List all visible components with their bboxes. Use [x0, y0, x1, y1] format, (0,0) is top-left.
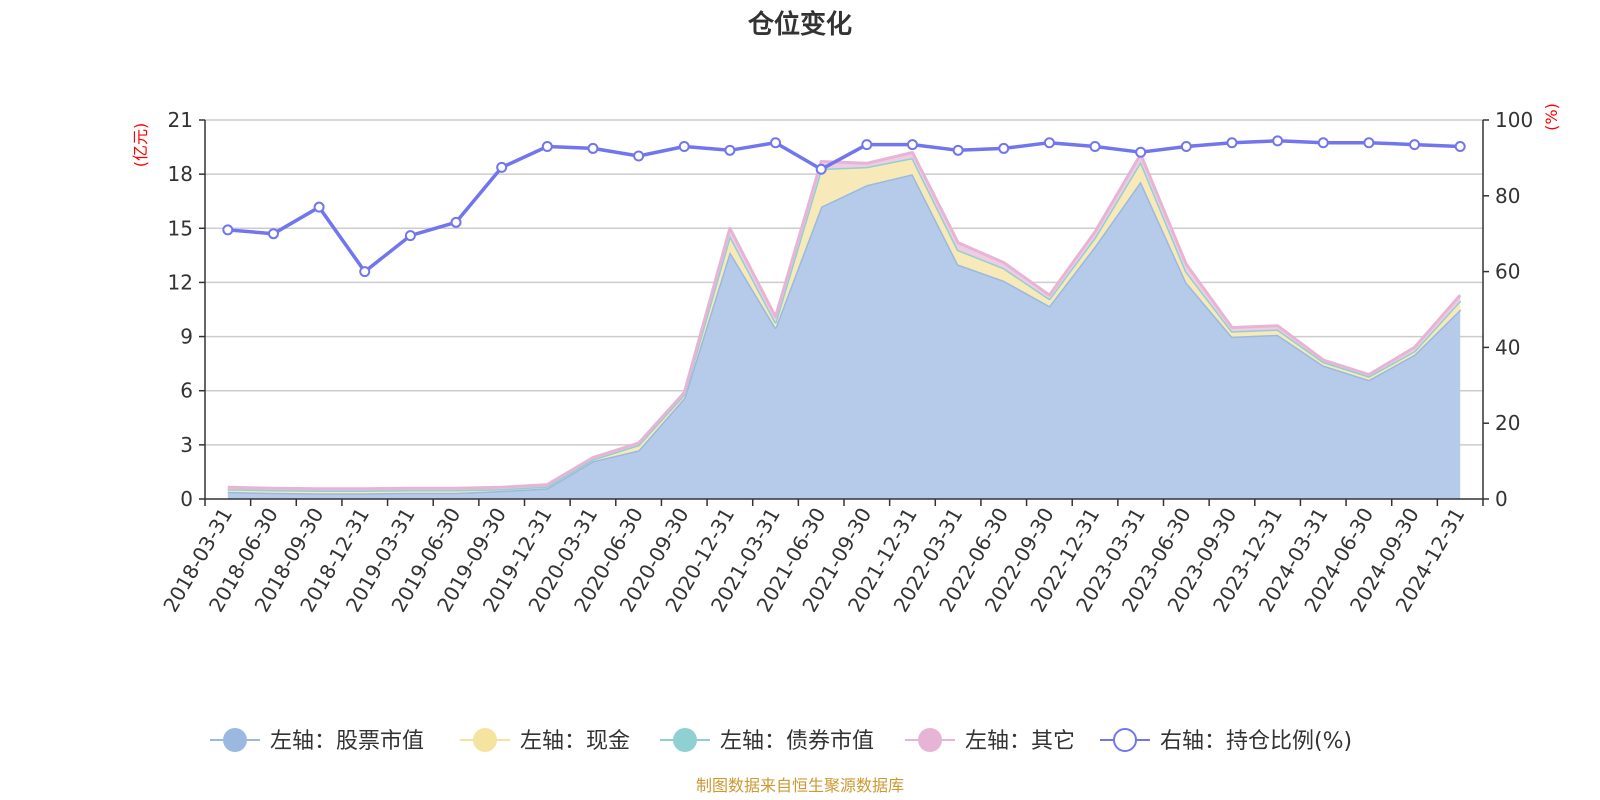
ratio-point [541, 141, 553, 153]
ratio-point [313, 201, 325, 213]
left-axis-tick-label: 18 [168, 162, 193, 186]
ratio-point [450, 216, 462, 228]
left-axis-tick-label: 21 [168, 108, 193, 132]
ratio-point [633, 150, 645, 162]
legend-label: 左轴：其它 [965, 729, 1075, 754]
left-axis-tick-label: 15 [168, 216, 193, 240]
ratio-point [1272, 135, 1284, 147]
ratio-point [952, 144, 964, 156]
legend-marker [473, 728, 497, 752]
ratio-line [227, 139, 1461, 274]
position-ratio-series [222, 135, 1466, 278]
ratio-point [815, 163, 827, 175]
ratio-point [770, 137, 782, 149]
ratio-point [267, 228, 279, 240]
legend: 左轴：股票市值 左轴：现金 左轴：债券市值 左轴：其它 右轴：持仓比例(%) [210, 728, 1352, 754]
ratio-point [1226, 137, 1238, 149]
ratio-point [1089, 141, 1101, 153]
legend-label: 左轴：现金 [520, 729, 630, 754]
right-axis-tick-label: 100 [1495, 108, 1533, 132]
ratio-point [404, 230, 416, 242]
left-axis-tick-label: 9 [180, 325, 193, 349]
ratio-point [359, 266, 371, 278]
legend-label: 右轴：持仓比例(%) [1160, 729, 1352, 754]
ratio-point [1135, 146, 1147, 158]
ratio-point [1409, 139, 1421, 151]
legend-label: 左轴：债券市值 [720, 729, 874, 754]
ratio-point [861, 139, 873, 151]
right-axis-tick-label: 40 [1495, 335, 1520, 359]
source-note: 制图数据来自恒生聚源数据库 [696, 776, 904, 795]
area-edge-左轴：其它 [227, 151, 1462, 491]
left-axis-tick-label: 12 [168, 270, 193, 294]
right-axis-tick-label: 80 [1495, 184, 1520, 208]
stacked-areas [227, 151, 1462, 499]
left-axis-tick-label: 0 [180, 487, 193, 511]
ratio-point [998, 142, 1010, 154]
ratio-point [678, 141, 690, 153]
ratio-point [906, 139, 918, 151]
chart-title: 仓位变化 [747, 9, 852, 40]
legend-marker [918, 728, 942, 752]
ratio-point [1317, 137, 1329, 149]
left-axis-unit: (亿元) [131, 123, 150, 168]
ratio-point [1363, 137, 1375, 149]
ratio-point [496, 161, 508, 173]
ratio-point [1454, 141, 1466, 153]
left-axis-tick-label: 3 [180, 433, 193, 457]
ratio-point [1043, 137, 1055, 149]
legend-marker [1113, 728, 1137, 752]
ratio-point [1180, 141, 1192, 153]
left-axis-tick-label: 6 [180, 379, 193, 403]
right-axis-tick-label: 0 [1495, 487, 1508, 511]
right-axis-tick-label: 20 [1495, 411, 1520, 435]
right-axis-unit: (%) [1542, 103, 1561, 131]
ratio-point [724, 144, 736, 156]
legend-marker [223, 728, 247, 752]
legend-label: 左轴：股票市值 [270, 729, 424, 754]
legend-marker [673, 728, 697, 752]
ratio-point [587, 142, 599, 154]
area-左轴：股票市值 [227, 174, 1461, 499]
right-axis-tick-label: 60 [1495, 260, 1520, 284]
ratio-point [222, 224, 234, 236]
